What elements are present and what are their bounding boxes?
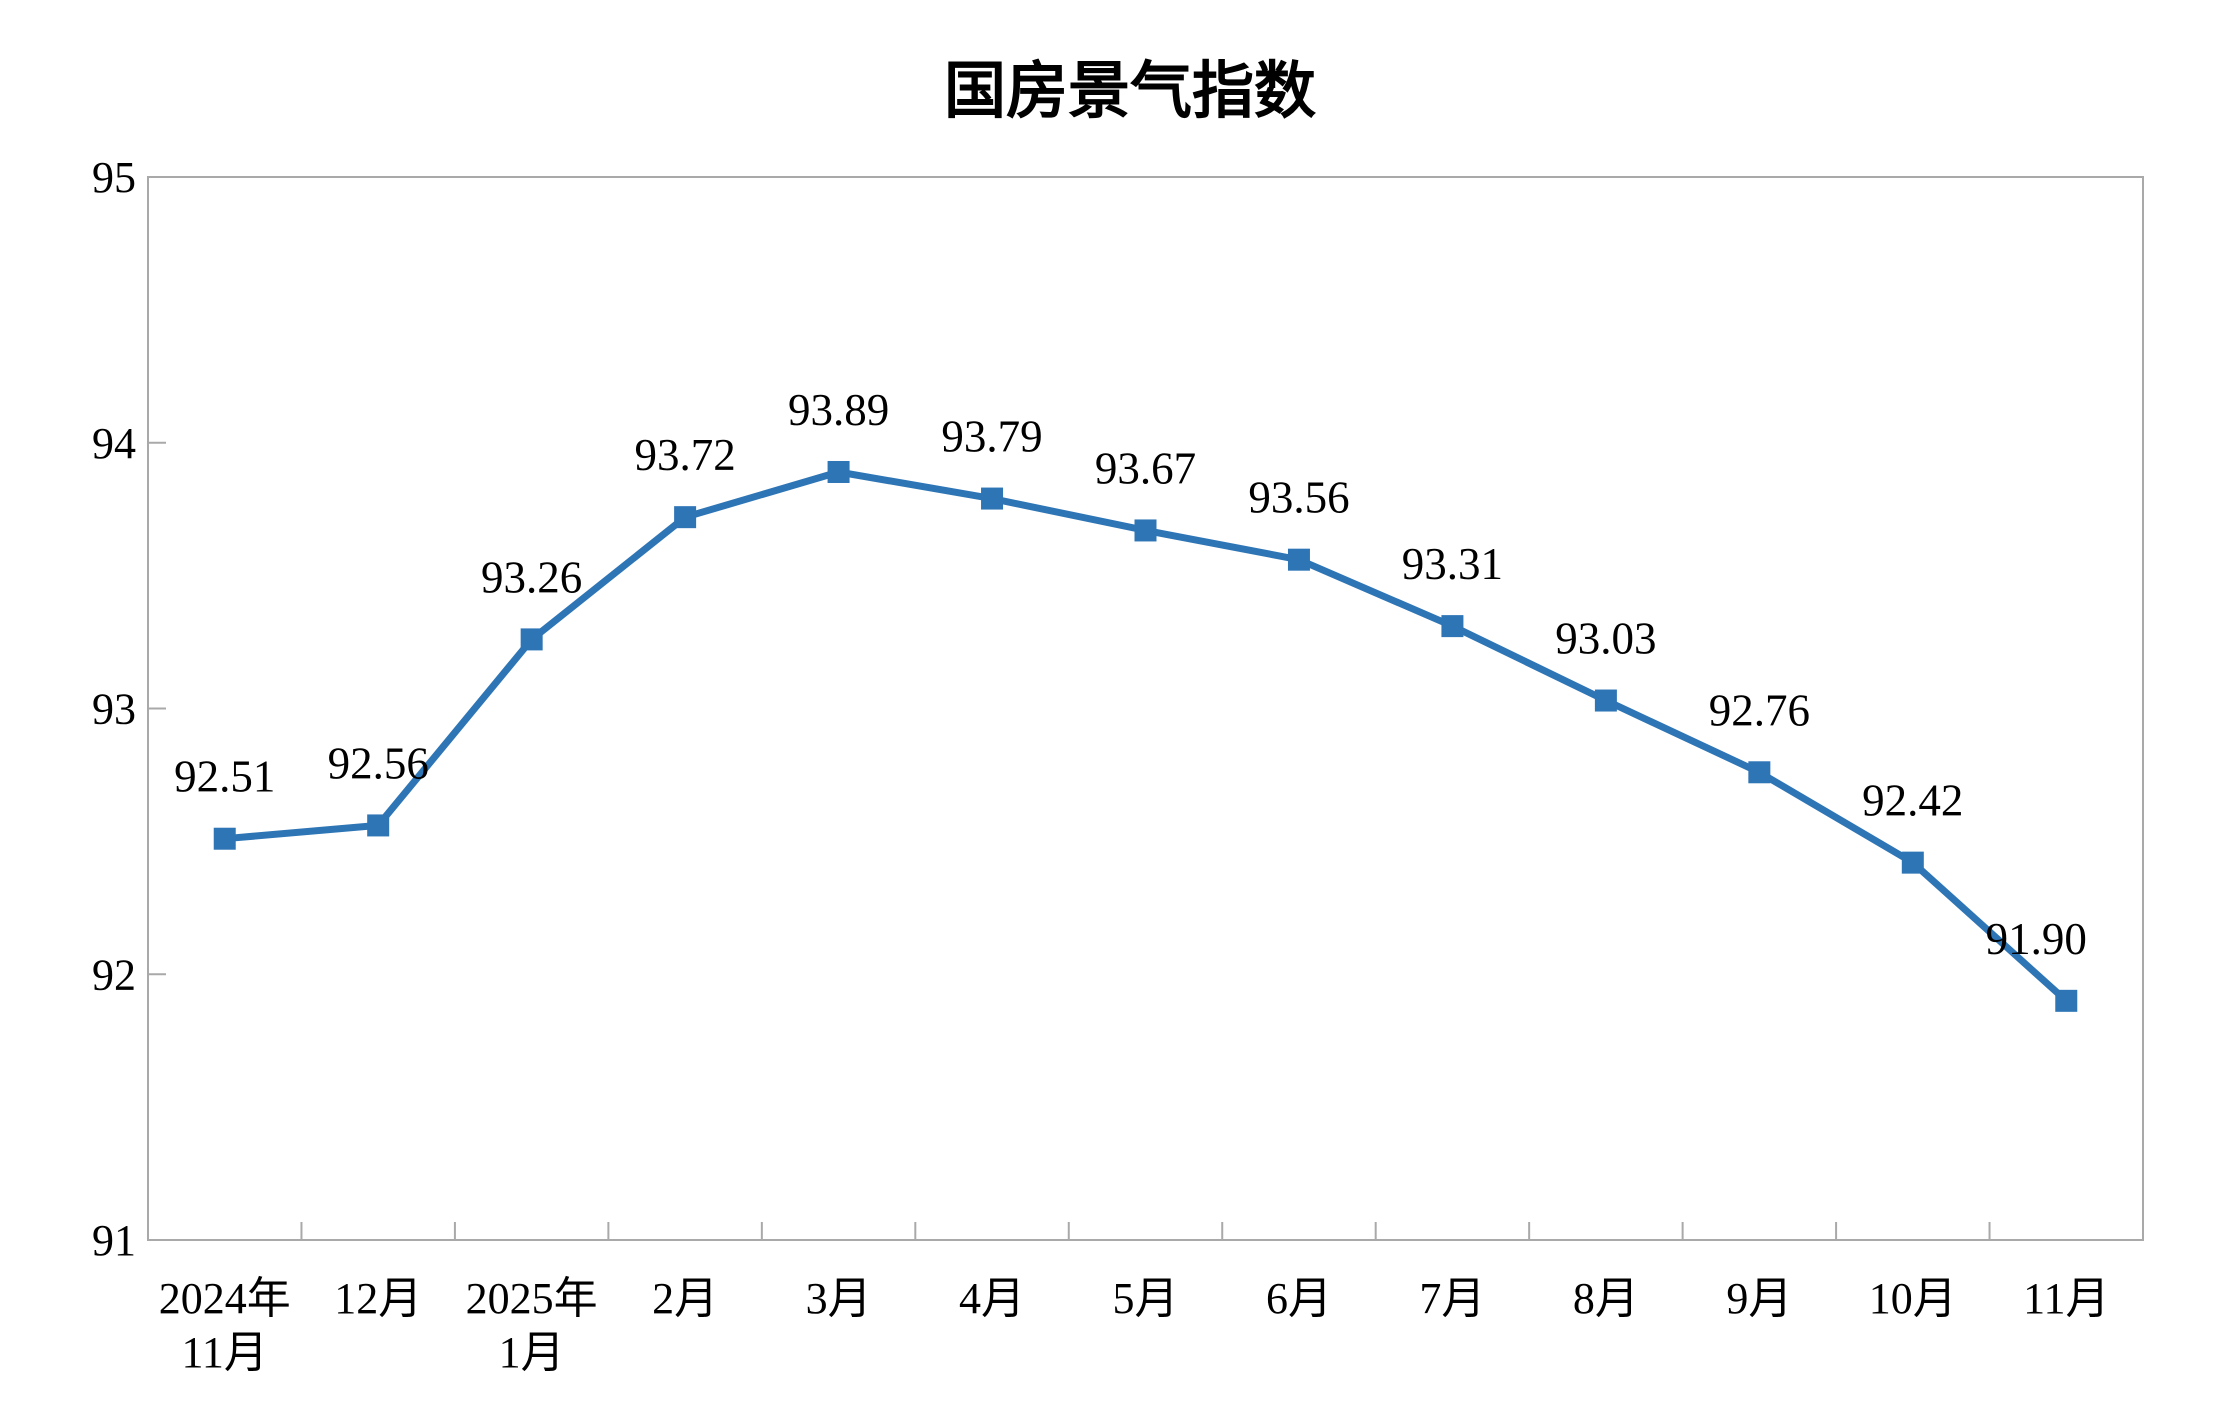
data-point-label: 93.03 <box>1555 614 1656 664</box>
x-axis-tick-label: 2025年 1月 <box>466 1274 598 1377</box>
x-axis-tick-label: 9月 <box>1726 1274 1792 1323</box>
data-point-label: 92.56 <box>328 738 429 788</box>
data-point-marker <box>520 628 543 651</box>
data-point-marker <box>1441 615 1464 638</box>
data-point-label: 91.90 <box>1986 914 2087 964</box>
x-axis-tick-label: 2024年 11月 <box>159 1274 291 1377</box>
y-axis-tick-label: 91 <box>92 1216 136 1265</box>
chart-title: 国房景气指数 <box>944 57 1316 126</box>
data-point-marker <box>2055 989 2078 1012</box>
x-axis-tick-label: 12月 <box>334 1274 422 1323</box>
data-point-marker <box>1748 761 1771 784</box>
series-line <box>224 468 2069 1004</box>
data-point-marker <box>1287 548 1310 571</box>
data-point-label: 92.76 <box>1709 685 1810 735</box>
data-point-label: 93.89 <box>788 385 889 435</box>
data-point-label: 92.51 <box>174 752 275 802</box>
data-point-label: 93.31 <box>1402 539 1503 589</box>
data-point-label: 93.72 <box>634 430 735 480</box>
x-axis-tick-label: 8月 <box>1573 1274 1639 1323</box>
data-point-label: 93.79 <box>941 412 1042 462</box>
x-axis-tick-label: 10月 <box>1869 1274 1957 1323</box>
data-point-label: 93.26 <box>481 552 582 602</box>
y-axis-tick-label: 95 <box>92 153 136 202</box>
plot-border <box>147 176 2144 1241</box>
data-point-label: 92.42 <box>1862 776 1963 826</box>
data-point-label: 93.67 <box>1095 443 1196 493</box>
data-point-marker <box>1134 519 1157 542</box>
x-axis-tick-label: 4月 <box>959 1274 1025 1323</box>
x-axis-tick-label: 11月 <box>2023 1274 2109 1323</box>
data-point-marker <box>827 460 850 483</box>
x-axis-tick-label: 5月 <box>1113 1274 1179 1323</box>
x-axis-tick-label: 7月 <box>1419 1274 1485 1323</box>
data-point-marker <box>1901 851 1924 874</box>
data-point-marker <box>981 487 1004 510</box>
y-axis-tick-label: 93 <box>92 685 136 734</box>
y-axis-tick-label: 92 <box>92 950 136 999</box>
data-point-marker <box>367 814 390 837</box>
y-axis-tick-label: 94 <box>92 419 136 468</box>
x-axis-tick-label: 6月 <box>1266 1274 1332 1323</box>
x-axis-tick-label: 2月 <box>652 1274 718 1323</box>
plot-area: 91 92 93 94 95 2024年 11月 12月 2025年 1月 2月 3月 4月 5月 6月 7月… <box>92 153 2144 1377</box>
data-point-label: 93.56 <box>1248 473 1349 523</box>
data-point-marker <box>674 506 697 529</box>
data-point-marker <box>213 827 236 850</box>
data-point-marker <box>1594 689 1617 712</box>
x-axis-tick-label: 3月 <box>806 1274 872 1323</box>
